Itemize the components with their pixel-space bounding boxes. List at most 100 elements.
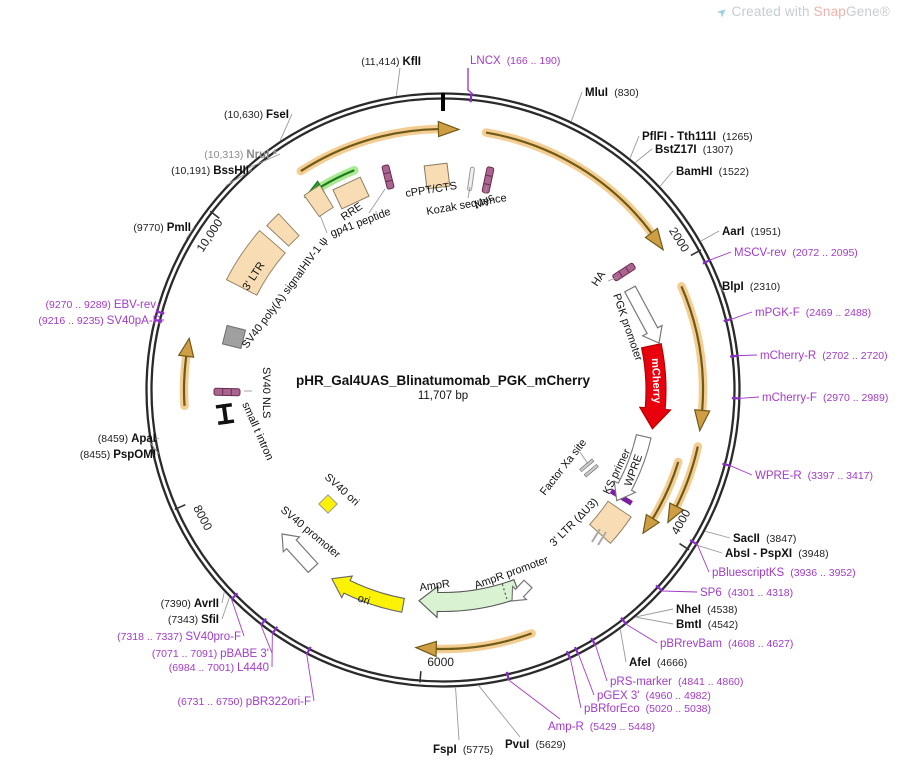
primer-label-pgex-3-[interactable]: pGEX 3' (4960 .. 4982) xyxy=(597,690,711,702)
primer-label-amp-r[interactable]: Amp-R (5429 .. 5448) xyxy=(548,721,655,733)
enzyme-label-apai[interactable]: (8459) ApaI xyxy=(98,433,156,445)
ltr3-small-block[interactable] xyxy=(266,213,300,247)
primer-label-mcherry-r[interactable]: mCherry-R (2702 .. 2720) xyxy=(760,350,888,362)
leader-line-layer xyxy=(149,67,760,741)
ltr3-du3-block[interactable] xyxy=(589,500,632,544)
feature-label-ampr[interactable]: AmpR xyxy=(419,578,451,594)
primer-leader xyxy=(508,679,561,720)
hiv1-psi-block[interactable] xyxy=(303,184,334,218)
primer-bracket-leader xyxy=(467,68,475,96)
primer-label-wpre-r[interactable]: WPRE-R (3397 .. 3417) xyxy=(755,470,873,482)
orf-arc-top-right[interactable] xyxy=(481,128,665,252)
primer-label-pbabe-3-[interactable]: (7071 .. 7091) pBABE 3' xyxy=(152,648,269,660)
orf-arc-right[interactable] xyxy=(677,282,711,433)
feature-leader-3 xyxy=(467,186,471,199)
rre-box[interactable] xyxy=(332,176,370,210)
sv40-polya-box[interactable] xyxy=(221,324,247,350)
primer-label-l4440[interactable]: (6984 .. 7001) L4440 xyxy=(169,662,269,674)
enzyme-label-blpi[interactable]: BlpI (2310) xyxy=(722,281,780,293)
primer-label-prs-marker[interactable]: pRS-marker (4841 .. 4860) xyxy=(610,676,743,688)
enzyme-leader xyxy=(221,597,230,620)
enzyme-label-bmti[interactable]: BmtI (4542) xyxy=(676,619,738,631)
primer-ring-tick xyxy=(722,462,731,467)
orf-arc-left-arrowhead xyxy=(177,336,195,358)
gp41-peptide-marker[interactable] xyxy=(381,164,395,190)
sv40-ori-diamond[interactable] xyxy=(318,494,338,514)
enzyme-label-bstz17i[interactable]: BstZ17I (1307) xyxy=(655,144,733,156)
enzyme-label-avrii[interactable]: (7390) AvrII xyxy=(161,598,219,610)
primer-leader xyxy=(595,645,608,682)
enzyme-label-nrui-[interactable]: (10,313) NruI * xyxy=(204,149,277,161)
primer-label-pbr322ori-f[interactable]: (6731 .. 6750) pBR322ori-F xyxy=(178,696,312,708)
primer-label-ebv-rev[interactable]: (9270 .. 9289) EBV-rev xyxy=(46,299,157,311)
enzyme-label-kfli[interactable]: (11,414) KflI xyxy=(361,56,421,68)
enzyme-label-mlui[interactable]: MluI (830) xyxy=(585,87,639,99)
enzyme-leader xyxy=(455,687,460,741)
gp41-peptide-marker-stripe xyxy=(385,179,393,183)
orf-arc-lower-right-outer[interactable] xyxy=(667,442,703,524)
enzyme-label-absi-pspxi[interactable]: AbsI - PspXI (3948) xyxy=(725,548,829,560)
feature-label-kozak-sequence[interactable]: Kozak sequence xyxy=(425,192,507,218)
primer-label-mscv-rev[interactable]: MSCV-rev (2072 .. 2095) xyxy=(734,247,858,259)
primer-label-mpgk-f[interactable]: mPGK-F (2469 .. 2488) xyxy=(755,307,871,319)
wpre-arrow[interactable] xyxy=(613,433,652,502)
orf-arc-lower-right-inner[interactable] xyxy=(642,457,683,535)
mcherry-cds-arrow-label: mCherry xyxy=(649,358,663,405)
primer-label-pbrrevbam[interactable]: pBRrevBam (4608 .. 4627) xyxy=(660,638,793,650)
enzyme-label-pflfi-tth111i[interactable]: PflFI - Tth111I (1265) xyxy=(642,131,753,143)
myc-marker[interactable] xyxy=(481,166,495,194)
primer-ring-tick xyxy=(590,637,597,646)
feature-label-hiv-1-[interactable]: HIV-1 ψ xyxy=(298,235,331,273)
primer-label-mcherry-f[interactable]: mCherry-F (2970 .. 2989) xyxy=(762,392,888,404)
enzyme-label-fsei[interactable]: (10,630) FseI xyxy=(224,109,289,121)
primer-label-lncx[interactable]: LNCX (166 .. 190) xyxy=(470,55,560,67)
kozak-marker[interactable] xyxy=(467,166,475,192)
ori-arrow[interactable] xyxy=(330,575,406,613)
enzyme-label-bsshii[interactable]: (10,191) BssHII xyxy=(171,165,249,177)
junction-slash-0 xyxy=(591,528,601,543)
primer-ring-tick xyxy=(723,317,733,323)
primer-leader xyxy=(731,311,753,320)
enzyme-label-nhei[interactable]: NheI (4538) xyxy=(676,604,737,616)
enzyme-label-bamhi[interactable]: BamHI (1522) xyxy=(676,166,749,178)
pgk-promoter-arrow[interactable] xyxy=(623,285,663,344)
enzyme-label-fspi[interactable]: FspI (5775) xyxy=(433,744,493,756)
scale-tick-label-2000: 2000 xyxy=(666,225,692,255)
feature-label-sv40-promoter[interactable]: SV40 promoter xyxy=(278,504,343,561)
sv40-promoter-arrow[interactable] xyxy=(281,533,319,574)
orf-arc-right-arrowhead xyxy=(693,409,711,433)
orf-arc-bottom[interactable] xyxy=(414,629,536,658)
enzyme-label-sacii[interactable]: SacII (3847) xyxy=(733,533,796,545)
orf-arc-left[interactable] xyxy=(177,336,195,411)
enzyme-label-afei[interactable]: AfeI (4666) xyxy=(629,657,687,669)
primer-label-sp6[interactable]: SP6 (4301 .. 4318) xyxy=(700,587,793,599)
enzyme-label-pspomi[interactable]: (8455) PspOMI xyxy=(80,449,156,461)
feature-label-ha[interactable]: HA xyxy=(590,269,609,289)
enzyme-label-sfii[interactable]: (7343) SfiI xyxy=(168,614,219,626)
primer-label-sv40pro-f[interactable]: (7318 .. 7337) SV40pro-F xyxy=(117,631,241,643)
enzyme-leader xyxy=(395,67,401,96)
ampr-arrow[interactable] xyxy=(418,578,522,619)
ltr3-block[interactable] xyxy=(225,229,286,296)
orf-arc-right-core xyxy=(680,285,705,411)
sv40-nls-marker[interactable] xyxy=(213,387,241,397)
feature-label-sv40-nls[interactable]: SV40 NLS xyxy=(260,367,272,418)
factor-xa-marker[interactable] xyxy=(579,458,599,478)
enzyme-label-pvui[interactable]: PvuI (5629) xyxy=(505,739,566,751)
enzyme-label-aari[interactable]: AarI (1951) xyxy=(722,226,781,238)
primer-leader xyxy=(231,599,245,637)
cppt-cts-box[interactable] xyxy=(423,162,451,190)
myc-marker-stripe xyxy=(483,183,491,186)
enzyme-label-pmli[interactable]: (9770) PmlI xyxy=(133,222,191,234)
ampr-promoter-arrow[interactable] xyxy=(511,579,533,602)
feature-label-cppt-cts[interactable]: cPPT/CTS xyxy=(405,180,458,200)
small-t-intron-icon[interactable] xyxy=(215,402,235,426)
primer-label-pbluescriptks[interactable]: pBluescriptKS (3936 .. 3952) xyxy=(712,567,856,579)
mcherry-cds-arrow[interactable] xyxy=(638,342,672,430)
ha-marker[interactable] xyxy=(612,262,636,282)
ampr-promoter-seam xyxy=(501,583,509,602)
orf-arc-top-left[interactable] xyxy=(296,120,461,176)
primer-label-sv40pa-r[interactable]: (9216 .. 9235) SV40pA-R xyxy=(38,315,161,327)
primer-label-pbrforeco[interactable]: pBRforEco (5020 .. 5038) xyxy=(584,703,711,715)
feature-label-ori[interactable]: ori xyxy=(356,592,371,607)
